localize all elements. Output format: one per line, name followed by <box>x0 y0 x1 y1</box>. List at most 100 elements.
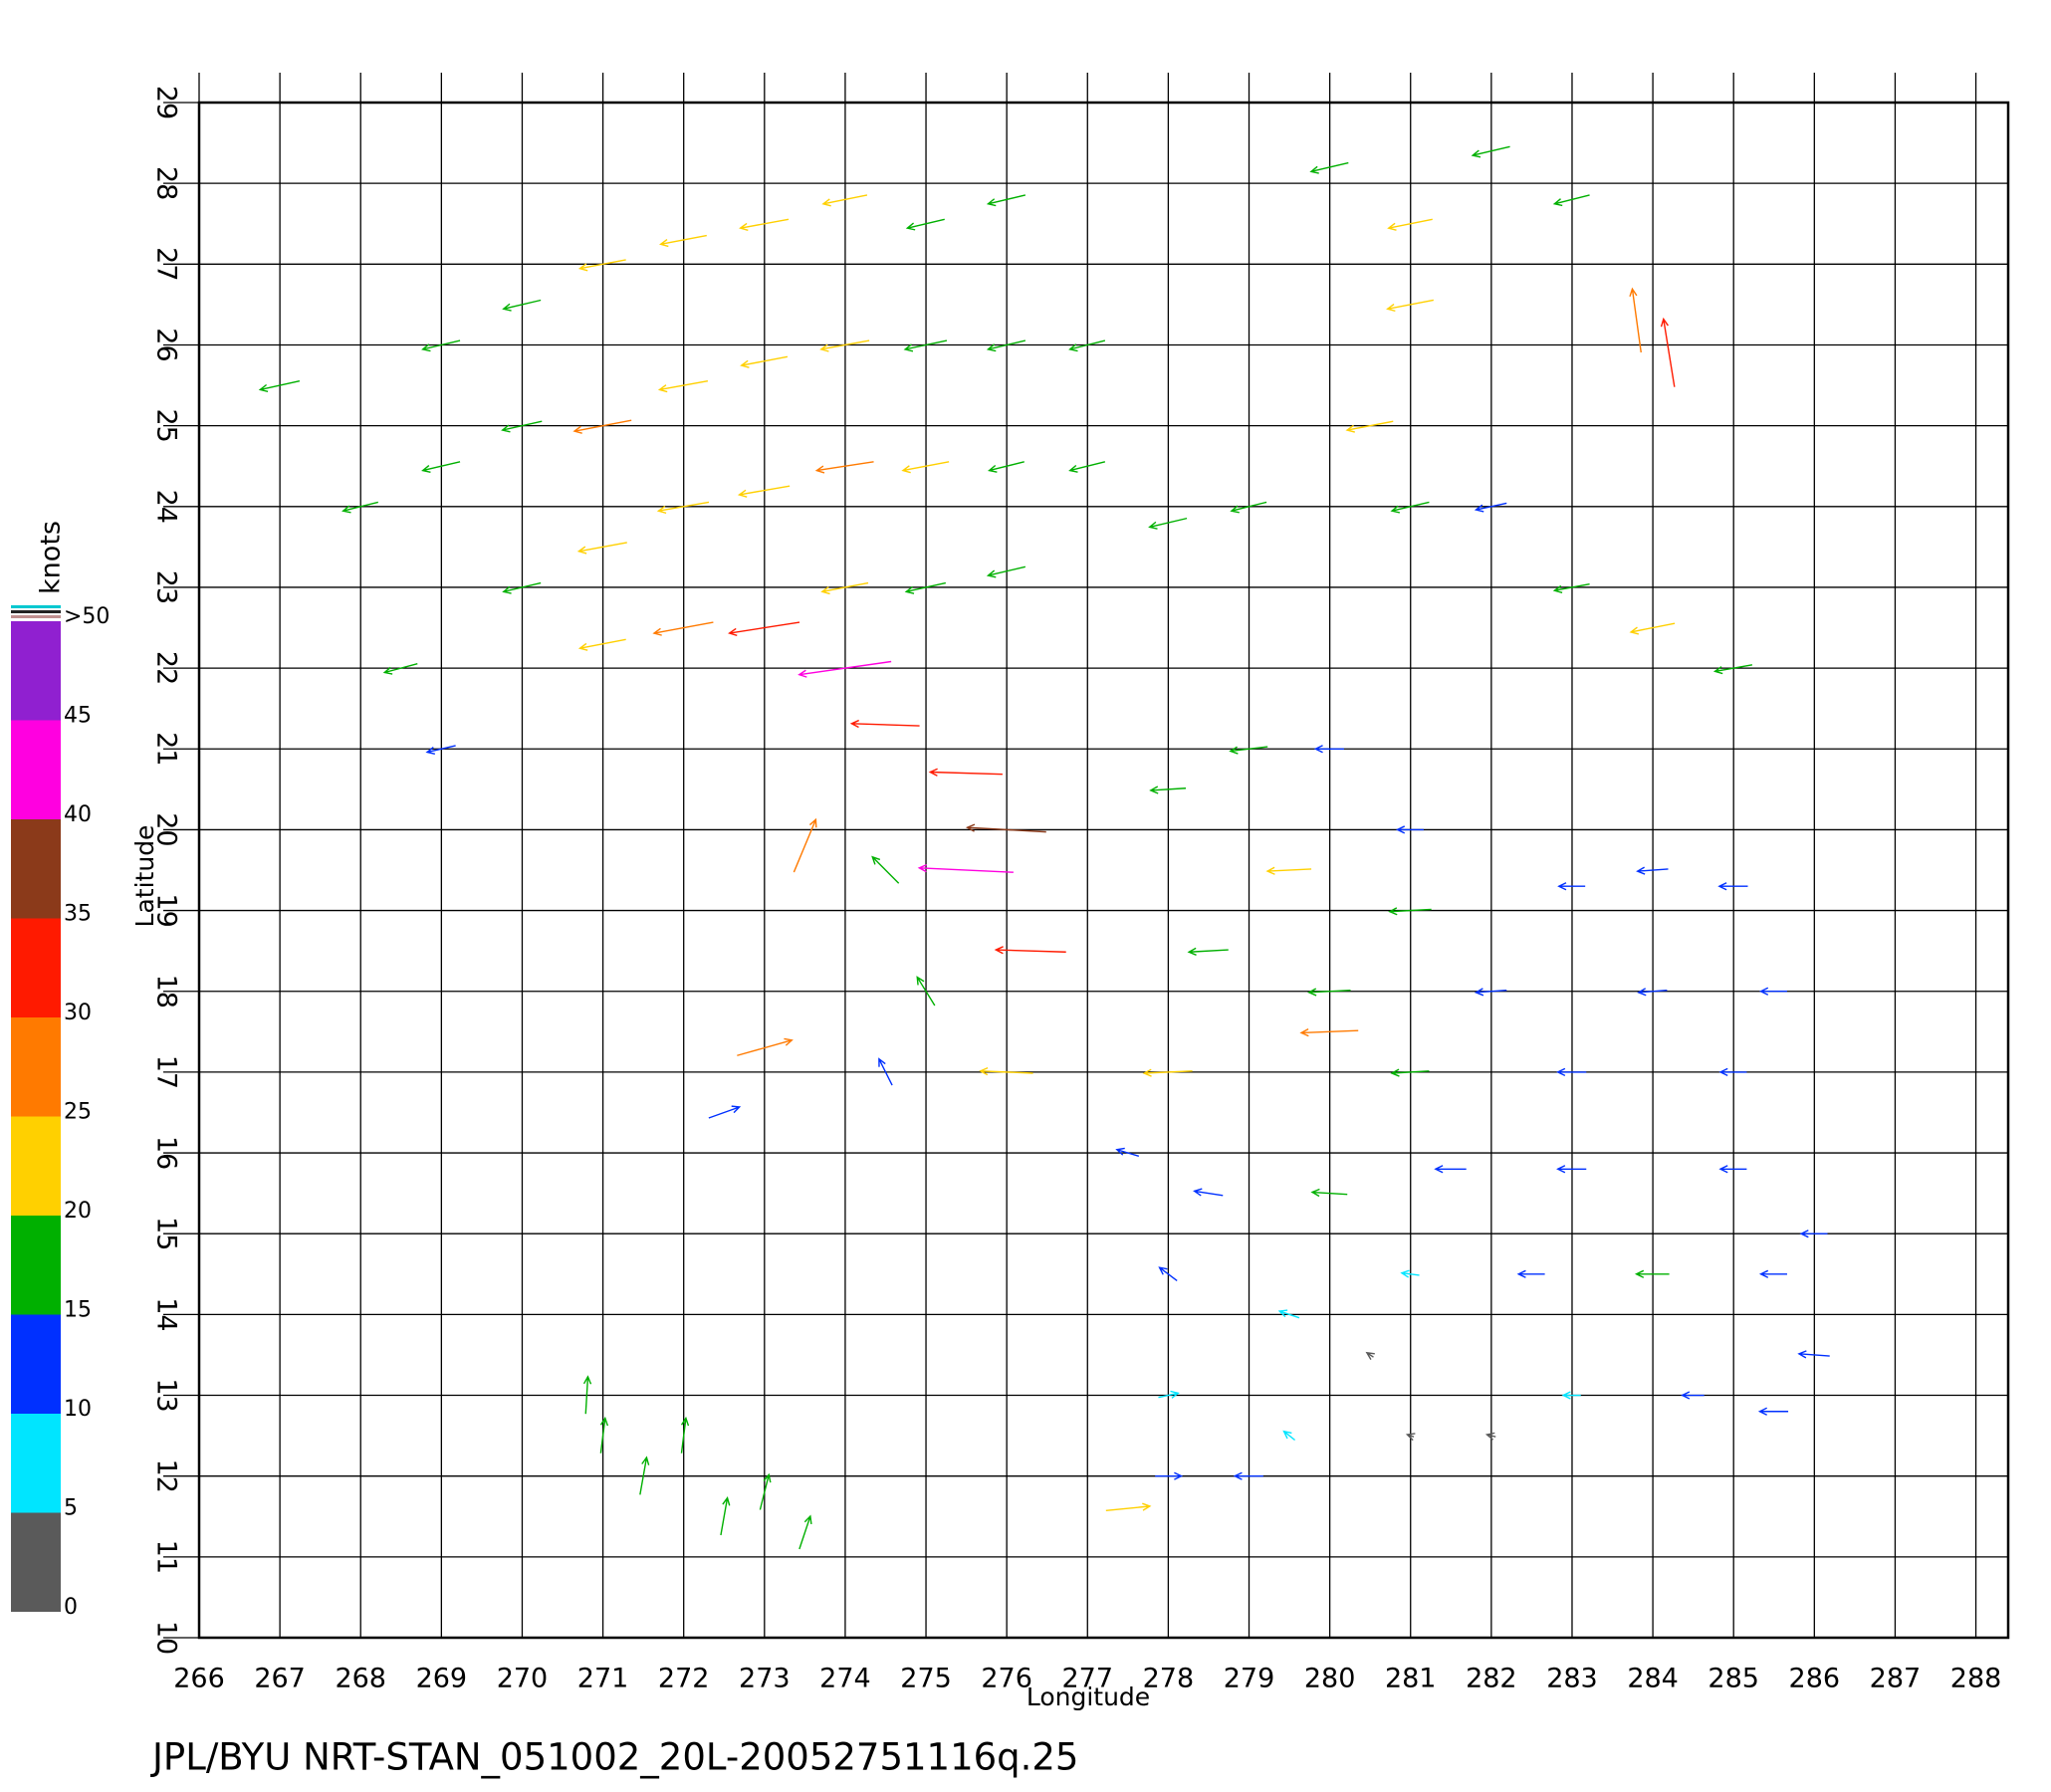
y-tick-label: 16 <box>151 1136 182 1170</box>
wind-vector <box>1799 1230 1828 1238</box>
wind-vector <box>905 218 945 231</box>
colorbar-tick-label: 10 <box>64 1397 92 1422</box>
y-tick-label: 21 <box>151 732 182 766</box>
y-tick-label: 27 <box>151 247 182 281</box>
wind-vector <box>793 817 817 873</box>
wind-vector <box>1313 745 1344 754</box>
x-axis-label: Longitude <box>1026 1682 1150 1711</box>
wind-vector <box>258 379 301 392</box>
wind-vector <box>928 768 1003 777</box>
wind-vector <box>501 420 543 433</box>
wind-vector <box>1400 1269 1420 1278</box>
colorbar-cap <box>11 610 61 613</box>
wind-vector <box>576 542 627 555</box>
wind-vector <box>814 461 874 474</box>
wind-vector <box>577 638 626 651</box>
wind-vector <box>1187 947 1229 956</box>
x-tick-label: 288 <box>1950 1664 2002 1694</box>
wind-vector <box>582 1375 592 1415</box>
wind-vector <box>737 1037 794 1056</box>
wind-vector <box>917 864 1014 873</box>
wind-vector <box>1660 317 1676 387</box>
y-tick-label: 18 <box>151 975 182 1008</box>
wind-vector <box>652 621 714 636</box>
wind-vector <box>1229 746 1268 755</box>
colorbar-band <box>11 720 61 819</box>
colorbar-cap <box>11 605 61 608</box>
wind-vector <box>1193 1188 1224 1197</box>
chart-title: JPL/BYU NRT-STAN_051002_20L-20052751116q… <box>150 1736 1078 1779</box>
colorbar-tick-label: 45 <box>64 704 92 729</box>
wind-vector <box>821 194 868 207</box>
colorbar-band <box>11 1017 61 1117</box>
wind-vector <box>502 581 542 594</box>
wind-vector <box>1142 1068 1193 1077</box>
x-tick-label: 270 <box>497 1664 549 1694</box>
wind-vector <box>1718 1165 1747 1174</box>
colorbar-band <box>11 918 61 1017</box>
wind-vector <box>1299 1028 1359 1037</box>
colorbar-band <box>11 819 61 919</box>
wind-vector <box>740 355 789 368</box>
wind-vector <box>1552 194 1590 207</box>
y-tick-label: 26 <box>151 328 182 361</box>
wind-vector <box>1386 299 1434 313</box>
wind-vector <box>577 259 626 272</box>
wind-vector <box>599 1416 609 1454</box>
x-tick-label: 277 <box>1062 1664 1114 1694</box>
wind-vector <box>1390 501 1430 514</box>
wind-vector <box>1388 907 1432 916</box>
wind-vector <box>1797 1350 1830 1359</box>
y-tick-label: 13 <box>151 1378 182 1412</box>
x-tick-label: 271 <box>577 1664 629 1694</box>
wind-vector <box>1310 1188 1348 1198</box>
x-tick-label: 283 <box>1546 1664 1598 1694</box>
y-tick-label: 10 <box>151 1621 182 1655</box>
wind-vector <box>1484 1432 1496 1441</box>
wind-vector <box>871 855 900 884</box>
wind-vector <box>1395 825 1424 834</box>
wind-vector <box>1556 1165 1587 1174</box>
wind-vector <box>382 663 418 675</box>
x-tick-label: 280 <box>1304 1664 1356 1694</box>
y-tick-label: 14 <box>151 1297 182 1331</box>
colorbar-tick-label: 15 <box>64 1298 92 1323</box>
y-tick-label: 25 <box>151 408 182 442</box>
wind-vector <box>728 621 800 637</box>
wind-vector <box>1516 1269 1545 1278</box>
colorbar-tick-label: 0 <box>64 1595 78 1620</box>
wind-vector <box>720 1495 731 1536</box>
wind-vector <box>1474 502 1507 513</box>
wind-vector <box>659 234 707 248</box>
y-axis-label: Latitude <box>130 825 159 928</box>
wind-vector <box>1158 1266 1178 1281</box>
colorbar-tick-label: 20 <box>64 1199 92 1224</box>
y-tick-label: 17 <box>151 1055 182 1089</box>
wind-vector <box>1307 988 1351 997</box>
wind-vector <box>878 1057 893 1086</box>
wind-vector <box>904 581 946 594</box>
wind-vector <box>421 461 461 474</box>
colorbar-band <box>11 1512 61 1612</box>
wind-vector <box>1233 1471 1263 1480</box>
y-tick-label: 11 <box>151 1540 182 1574</box>
wind-vector <box>502 299 542 312</box>
wind-vector <box>1230 501 1267 514</box>
wind-vector <box>1718 1067 1747 1077</box>
x-tick-label: 275 <box>900 1664 952 1694</box>
wind-vector <box>1471 145 1510 158</box>
wind-vector <box>1149 785 1187 794</box>
wind-vector <box>986 194 1026 207</box>
wind-vector <box>1105 1502 1152 1512</box>
wind-vector <box>708 1105 742 1119</box>
wind-vector <box>342 501 379 514</box>
wind-vector <box>1158 1390 1180 1399</box>
wind-vector <box>1556 1067 1587 1077</box>
x-tick-label: 281 <box>1385 1664 1437 1694</box>
wind-vector <box>1265 866 1312 875</box>
wind-vector <box>849 719 920 729</box>
colorbar-tick-label: 25 <box>64 1100 92 1125</box>
wind-vector <box>994 946 1066 955</box>
wind-vector <box>680 1416 690 1454</box>
